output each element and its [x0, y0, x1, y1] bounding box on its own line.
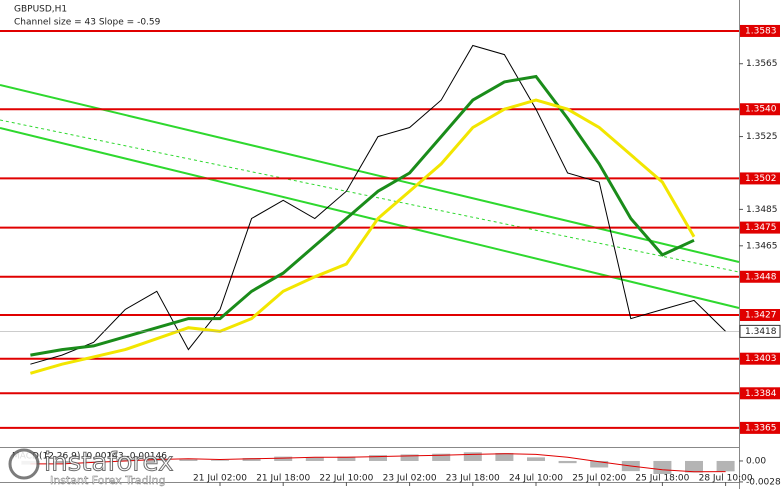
level-label: 1.3502 [745, 174, 777, 184]
x-tick-label: 23 Jul 18:00 [446, 474, 500, 484]
y-tick-label: 1.3525 [746, 132, 778, 142]
level-label-box [740, 172, 780, 185]
level-label: 1.3448 [745, 272, 777, 282]
level-label-box [740, 421, 780, 434]
level-label: 1.3427 [745, 310, 777, 320]
y-tick-label: -0.00289 [746, 477, 781, 487]
level-label-box [740, 103, 780, 116]
watermark-tagline: Instant Forex Trading [50, 474, 166, 487]
histogram-bar [432, 453, 451, 461]
histogram-bar [369, 455, 387, 461]
histogram-bar [590, 460, 609, 468]
histogram-bar [653, 460, 672, 475]
macd-title: MACD(12,26,9) -0.00143 -0.00146 [12, 452, 167, 462]
histogram-bar [116, 458, 135, 461]
symbol: GBPUSD,H1 [14, 5, 67, 15]
x-tick-label: 25 Jul 18:00 [635, 474, 689, 484]
histogram-bar [53, 460, 71, 464]
channel-line [0, 84, 740, 263]
level-label: 1.3365 [745, 423, 777, 433]
histogram-bar [716, 460, 735, 472]
histogram-bar [400, 454, 419, 461]
plot: 1.3565 1.3525 1.3485 1.3465 1.3583 1.3540 1.35… [0, 24, 781, 487]
histogram-bar [242, 458, 261, 461]
histogram-bar [179, 459, 198, 461]
y-tick-label: 1.3485 [746, 205, 778, 215]
x-tick-label: 21 Jul 02:00 [193, 474, 247, 484]
level-label-box [740, 221, 780, 234]
moving-average [30, 74, 695, 357]
level-label-box [740, 24, 780, 37]
histogram-bar [337, 456, 356, 461]
last-price-box [739, 324, 781, 338]
watermark-brand: instaforex [44, 448, 173, 478]
histogram-bar [463, 452, 482, 461]
histogram-bar [305, 457, 324, 461]
level-label-box [740, 270, 780, 283]
histogram-bar [84, 460, 103, 462]
channel-line [0, 127, 740, 309]
x-tick-label: 24 Jul 10:00 [509, 474, 563, 484]
watermark-logo [8, 448, 40, 480]
y-tick-label: 1.3565 [746, 59, 778, 69]
x-tick-label: 21 Jul 18:00 [256, 474, 310, 484]
level-label-box [740, 308, 780, 321]
level-label: 1.3583 [745, 26, 777, 36]
histogram-bar [685, 460, 703, 473]
x-tick-label: 22 Jul 10:00 [319, 474, 373, 484]
watermark: instaforex Instant Forex Trading [8, 447, 174, 487]
level-label: 1.3475 [745, 223, 777, 233]
price-line [30, 44, 726, 365]
level-label: 1.3540 [745, 105, 777, 115]
level-label-box [740, 387, 780, 400]
x-tick-label: 25 Jul 02:00 [572, 474, 626, 484]
x-tick-label: 23 Jul 02:00 [383, 474, 437, 484]
channel-info: Channel size = 43 Slope = -0.59 [14, 18, 161, 28]
histogram-bar [558, 460, 577, 464]
moving-average [29, 98, 696, 375]
histogram-bar [527, 457, 545, 461]
histogram-bar [495, 452, 514, 461]
y-tick-label: 1.3465 [746, 241, 778, 251]
level-label: 1.3403 [745, 354, 777, 364]
level-label: 1.3384 [745, 389, 777, 399]
level-label-box [740, 352, 780, 365]
signal-line [30, 453, 726, 473]
histogram-bar [274, 456, 293, 461]
histogram-bar [211, 460, 229, 461]
last-price-label: 1.3418 [745, 327, 777, 337]
y-tick-label: 0.00 [746, 456, 766, 466]
x-tick-label: 28 Jul 10:00 [699, 474, 753, 484]
